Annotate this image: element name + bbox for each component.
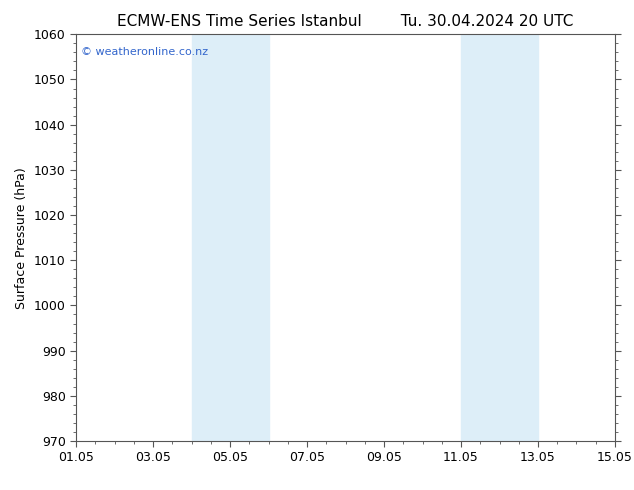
Y-axis label: Surface Pressure (hPa): Surface Pressure (hPa) xyxy=(15,167,29,309)
Bar xyxy=(461,34,538,441)
Bar xyxy=(191,34,269,441)
Text: © weatheronline.co.nz: © weatheronline.co.nz xyxy=(81,47,209,56)
Title: ECMW-ENS Time Series Istanbul        Tu. 30.04.2024 20 UTC: ECMW-ENS Time Series Istanbul Tu. 30.04.… xyxy=(117,14,574,29)
